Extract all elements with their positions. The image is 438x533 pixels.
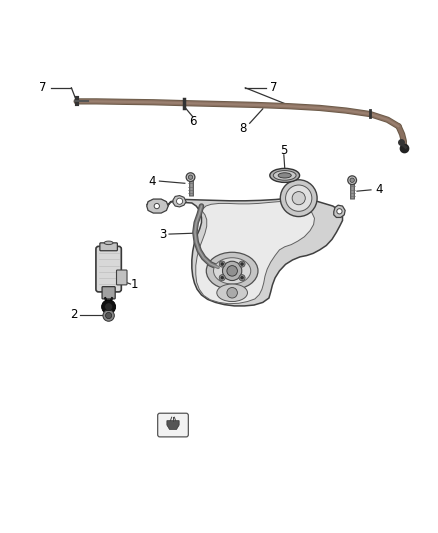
Ellipse shape bbox=[273, 171, 296, 180]
Circle shape bbox=[177, 198, 183, 204]
Polygon shape bbox=[147, 199, 168, 213]
Circle shape bbox=[103, 310, 114, 321]
Polygon shape bbox=[196, 201, 314, 304]
Polygon shape bbox=[104, 297, 113, 306]
Circle shape bbox=[102, 300, 116, 314]
Polygon shape bbox=[220, 285, 244, 300]
FancyBboxPatch shape bbox=[102, 287, 115, 299]
Polygon shape bbox=[173, 196, 186, 207]
Polygon shape bbox=[167, 421, 179, 430]
Ellipse shape bbox=[104, 241, 113, 245]
Circle shape bbox=[219, 261, 225, 267]
FancyBboxPatch shape bbox=[117, 270, 127, 285]
Circle shape bbox=[241, 277, 244, 279]
Circle shape bbox=[239, 261, 245, 267]
Circle shape bbox=[350, 178, 354, 182]
Circle shape bbox=[286, 185, 312, 211]
Circle shape bbox=[105, 303, 113, 311]
FancyBboxPatch shape bbox=[96, 246, 121, 292]
Circle shape bbox=[348, 176, 357, 184]
Ellipse shape bbox=[217, 284, 247, 302]
Text: 3: 3 bbox=[159, 229, 166, 241]
Text: 1: 1 bbox=[131, 278, 139, 292]
Circle shape bbox=[241, 263, 244, 265]
Text: 7: 7 bbox=[270, 82, 278, 94]
FancyBboxPatch shape bbox=[100, 243, 117, 251]
Polygon shape bbox=[334, 205, 345, 217]
Polygon shape bbox=[147, 197, 343, 306]
Text: 4: 4 bbox=[375, 183, 383, 196]
Circle shape bbox=[219, 274, 225, 281]
Ellipse shape bbox=[278, 173, 291, 178]
Text: 8: 8 bbox=[240, 122, 247, 135]
Circle shape bbox=[221, 263, 223, 265]
Circle shape bbox=[221, 277, 223, 279]
FancyBboxPatch shape bbox=[158, 413, 188, 437]
Text: 5: 5 bbox=[280, 144, 287, 157]
Circle shape bbox=[223, 261, 242, 280]
Text: 4: 4 bbox=[148, 175, 156, 188]
Text: 2: 2 bbox=[70, 308, 78, 321]
Circle shape bbox=[337, 209, 342, 214]
Circle shape bbox=[186, 173, 195, 182]
Circle shape bbox=[106, 312, 112, 319]
Circle shape bbox=[280, 180, 317, 216]
Circle shape bbox=[227, 287, 237, 298]
Circle shape bbox=[188, 175, 193, 179]
Text: 6: 6 bbox=[189, 115, 197, 127]
Circle shape bbox=[239, 274, 245, 281]
Ellipse shape bbox=[206, 252, 258, 289]
Circle shape bbox=[227, 265, 237, 276]
Circle shape bbox=[154, 204, 159, 209]
Text: 7: 7 bbox=[39, 82, 47, 94]
Circle shape bbox=[292, 191, 305, 205]
Ellipse shape bbox=[213, 258, 251, 284]
Ellipse shape bbox=[270, 168, 300, 182]
